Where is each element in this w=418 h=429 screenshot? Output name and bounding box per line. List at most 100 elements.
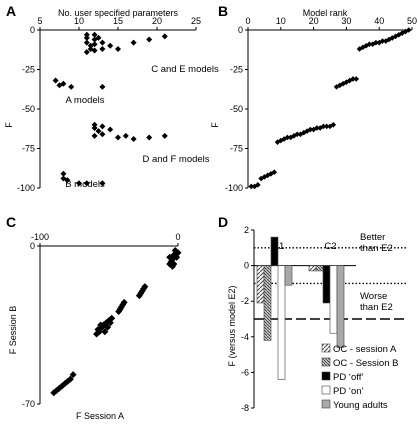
panel-d-bar bbox=[277, 265, 286, 380]
panel-b-point bbox=[323, 123, 330, 130]
panel-b-point bbox=[268, 170, 274, 177]
panel-a-xtick-label: 10 bbox=[74, 16, 84, 26]
panel-b-point bbox=[366, 41, 373, 48]
panel-c-point bbox=[98, 323, 106, 331]
panel-d-legend-label: OC - Session B bbox=[333, 358, 398, 369]
panel-c-point bbox=[101, 328, 109, 336]
panel-b-xtick-label: 0 bbox=[245, 16, 250, 26]
panel-d-category-label: E1 bbox=[273, 241, 285, 252]
panel-a-point bbox=[91, 121, 98, 128]
panel-b-point bbox=[396, 31, 402, 38]
panel-b-point bbox=[281, 136, 287, 142]
panel-d-legend-label: PD ‘off’ bbox=[333, 372, 364, 383]
panel-a-ytick-label: -25 bbox=[22, 65, 35, 75]
panel-d-ylabel: F (versus model E2) bbox=[227, 285, 237, 366]
panel-a-point bbox=[68, 83, 75, 90]
panel-d-annot-worse-2: than E2 bbox=[360, 302, 393, 313]
panel-c-ylabel: F Session B bbox=[8, 306, 18, 355]
panel-b-point bbox=[274, 139, 281, 145]
panel-label-b: B bbox=[218, 3, 228, 19]
panel-b-point bbox=[330, 122, 337, 128]
panel-b-point bbox=[379, 38, 386, 44]
panel-b-ylabel: F bbox=[210, 122, 220, 128]
panel-d-legend-swatch bbox=[321, 343, 331, 353]
panel-a-point bbox=[115, 45, 121, 52]
panel-a-annot-df: D and F models bbox=[142, 154, 209, 165]
panel-b-point bbox=[340, 80, 346, 87]
panel-b-xtick-label: 40 bbox=[374, 16, 384, 26]
panel-a-ytick-label: 0 bbox=[30, 25, 35, 35]
panel-a-point bbox=[91, 41, 98, 48]
panel-b-point bbox=[363, 43, 369, 49]
panel-c-point bbox=[141, 283, 149, 291]
panel-a-xtick-label: 25 bbox=[191, 16, 201, 26]
panel-a-xtick-label: 15 bbox=[113, 16, 123, 26]
panel-b-point bbox=[350, 76, 356, 82]
panel-a-point bbox=[83, 31, 90, 38]
panel-a-point bbox=[83, 39, 90, 46]
panel-b-point bbox=[320, 123, 327, 130]
panel-d-legend-swatch bbox=[321, 385, 331, 395]
panel-b-ytick-label: -75 bbox=[230, 144, 243, 154]
panel-a-point bbox=[99, 180, 106, 187]
panel-d-ytick-label: 2 bbox=[244, 225, 249, 235]
panel-d-legend-swatch bbox=[321, 399, 331, 409]
panel-b-chart: Model rank F 0 10 20 30 40 50 -100 -75 -50 -25 0 bbox=[210, 8, 417, 193]
panel-d-annot-worse-1: Worse bbox=[360, 291, 387, 302]
panel-b-point bbox=[264, 172, 271, 179]
panel-b-point bbox=[405, 27, 412, 33]
panel-c-ytick-label: -70 bbox=[22, 399, 35, 409]
panel-b-point bbox=[392, 33, 399, 40]
panel-a-point bbox=[91, 47, 98, 54]
panel-a-xtick-label: 20 bbox=[152, 16, 162, 26]
panel-a-point bbox=[99, 39, 106, 46]
panel-b-point bbox=[251, 183, 258, 190]
panel-c-point bbox=[93, 330, 101, 338]
panel-d-ytick-label: -6 bbox=[241, 367, 249, 377]
panel-b-point bbox=[248, 183, 255, 190]
panel-a-ytick-label: -100 bbox=[17, 183, 35, 193]
panel-b-point bbox=[360, 44, 366, 51]
panel-d-bar bbox=[322, 265, 331, 304]
panel-a-point bbox=[60, 170, 67, 177]
panel-a-point bbox=[161, 132, 168, 139]
panel-a-point bbox=[64, 177, 71, 184]
panel-d-bar bbox=[336, 265, 345, 348]
panel-d-legend-label: PD ‘on’ bbox=[333, 386, 364, 397]
panel-a-point bbox=[91, 132, 98, 139]
panel-c-point bbox=[115, 307, 123, 315]
panel-a-point bbox=[76, 180, 82, 187]
panel-b-point bbox=[291, 133, 297, 139]
panel-c-xtick-label: 0 bbox=[175, 232, 180, 242]
panel-b-xtick-label: 50 bbox=[407, 16, 417, 26]
panel-c-point bbox=[168, 262, 176, 270]
panel-a-point bbox=[83, 34, 90, 41]
panel-b-ytick-label: -50 bbox=[230, 104, 243, 114]
panel-a-ytick-label: -50 bbox=[22, 104, 35, 114]
panel-d-bar bbox=[256, 265, 265, 304]
panel-c-point bbox=[166, 253, 174, 261]
panel-a-xtick-label: 5 bbox=[37, 16, 42, 26]
panel-d-bar bbox=[329, 265, 338, 334]
panel-a-ylabel: F bbox=[4, 122, 14, 128]
panel-a-point bbox=[99, 83, 106, 90]
panel-c-xlabel: F Session A bbox=[76, 411, 124, 421]
panel-c-point bbox=[58, 382, 66, 390]
panel-c-point bbox=[106, 319, 114, 327]
panel-b-point bbox=[300, 129, 307, 136]
panel-d-ytick-label: 0 bbox=[244, 261, 249, 271]
panel-c-point bbox=[120, 298, 128, 306]
panel-label-a: A bbox=[6, 3, 16, 19]
panel-a-point bbox=[146, 134, 153, 141]
panel-d-ytick-label: -4 bbox=[241, 332, 249, 342]
panel-b-xtick-label: 10 bbox=[276, 16, 286, 26]
panel-d-legend-swatch bbox=[321, 371, 331, 381]
panel-b-point bbox=[271, 169, 278, 175]
panel-c-ytick-label: 0 bbox=[30, 241, 35, 251]
panel-a-point bbox=[56, 82, 63, 89]
panel-b-point bbox=[373, 39, 379, 46]
panel-a-point bbox=[146, 36, 153, 43]
panel-a-annot-a: A models bbox=[65, 95, 104, 106]
panel-b-point bbox=[307, 126, 314, 133]
panel-b-point bbox=[343, 79, 350, 85]
